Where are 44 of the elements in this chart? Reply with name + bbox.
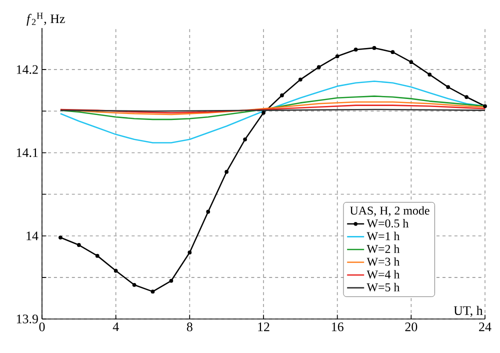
point <box>95 254 100 258</box>
point <box>188 250 192 254</box>
point <box>224 170 229 174</box>
point <box>354 48 358 52</box>
legend-label: W=3 h <box>366 257 400 266</box>
point <box>262 110 266 115</box>
x-tick-label: 12 <box>258 322 270 332</box>
point <box>483 104 487 108</box>
point <box>206 210 210 214</box>
point <box>298 78 302 82</box>
legend-label: W=1 h <box>366 232 400 240</box>
y-axis-title: f$_{2}$$^{H}$, Hz <box>26 12 65 26</box>
y-tick-label: 13.9 <box>16 314 38 324</box>
point <box>409 60 414 64</box>
legend-title: UAS, H, 2 mode <box>350 206 430 216</box>
point <box>58 236 62 240</box>
y-tick-label: 14 <box>26 232 38 240</box>
point <box>316 65 321 70</box>
point <box>446 85 450 89</box>
x-axis-title: UT, h <box>454 306 483 317</box>
point <box>132 282 136 287</box>
legend-label: W=0.5 h <box>366 219 409 228</box>
x-tick-label: 8 <box>186 322 192 332</box>
point <box>390 50 395 54</box>
point <box>464 95 468 99</box>
point <box>169 278 174 283</box>
point <box>150 290 155 294</box>
legend-label: W=5 h <box>366 282 400 292</box>
point <box>114 268 118 273</box>
x-tick-label: 24 <box>479 322 492 332</box>
point <box>335 54 340 58</box>
point <box>428 72 432 77</box>
legend-label: W=4 h <box>366 270 400 279</box>
point <box>76 243 81 247</box>
point <box>372 46 376 50</box>
legend-label: W=2 h <box>366 244 400 254</box>
x-tick-label: 4 <box>112 322 119 332</box>
y-tick-label: 14.1 <box>16 148 38 158</box>
point <box>280 93 284 98</box>
x-tick-label: 20 <box>405 322 418 332</box>
y-tick-label: 14.2 <box>16 65 38 74</box>
x-tick-label: 16 <box>332 322 344 332</box>
x-tick-label: 0 <box>39 322 45 332</box>
point <box>243 137 247 142</box>
